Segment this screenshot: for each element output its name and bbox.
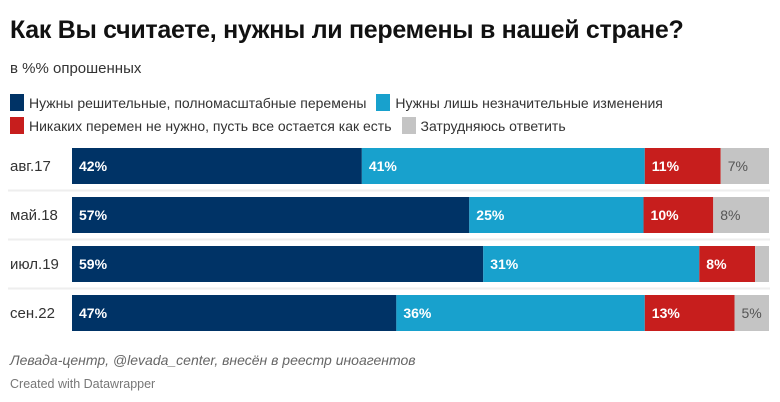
- bar-segment: [720, 148, 769, 184]
- bar-segment: [734, 295, 769, 331]
- data-label: 8%: [706, 256, 727, 272]
- chart-subtitle: в %% опрошенных: [10, 60, 142, 77]
- data-label: 36%: [403, 305, 432, 321]
- bar-segment: [469, 197, 644, 233]
- bar-segment: [72, 148, 362, 184]
- bar-segment: [699, 246, 756, 282]
- data-label: 47%: [79, 305, 108, 321]
- category-label: май.18: [10, 207, 58, 224]
- credit-note: Created with Datawrapper: [10, 377, 156, 391]
- legend-label: Нужны лишь незначительные изменения: [395, 94, 663, 111]
- data-label: 41%: [369, 158, 398, 174]
- data-label: 42%: [79, 158, 108, 174]
- bar-segment: [72, 197, 470, 233]
- legend-item: Нужны лишь незначительные изменения: [376, 91, 663, 114]
- bar-segment: [643, 197, 714, 233]
- legend-swatch: [376, 94, 391, 111]
- data-label: 5%: [741, 305, 761, 321]
- data-label: 13%: [652, 305, 681, 321]
- bar-segment: [755, 246, 769, 282]
- bar-segment: [713, 197, 769, 233]
- category-label: сен.22: [10, 305, 55, 322]
- bar-segment: [396, 295, 645, 331]
- bar-segment: [72, 295, 397, 331]
- legend-item: Затрудняюсь ответить: [401, 114, 566, 137]
- bar-segment: [361, 148, 645, 184]
- source-note: Левада-центр, @levada_center, внесён в р…: [10, 352, 416, 368]
- data-label: 57%: [79, 207, 108, 223]
- data-label: 8%: [720, 207, 740, 223]
- chart-title: Как Вы считаете, нужны ли перемены в наш…: [10, 16, 684, 44]
- legend-label: Нужны решительные, полномасштабные перем…: [29, 94, 367, 111]
- data-label: 7%: [728, 158, 748, 174]
- stacked-bar-chart: авг.17 42% 41% 11% 7% май.18 57% 25% 10% 8% июл.19…: [8, 148, 770, 331]
- data-label: 10%: [651, 207, 680, 223]
- legend-swatch: [401, 117, 416, 134]
- data-label: 11%: [652, 158, 680, 174]
- legend-item: Никаких перемен не нужно, пусть все оста…: [10, 114, 392, 137]
- legend-swatch: [10, 94, 24, 111]
- data-label: 31%: [490, 256, 519, 272]
- data-label: 59%: [79, 256, 108, 272]
- category-label: авг.17: [10, 158, 51, 175]
- bar-segment: [72, 246, 484, 282]
- legend-label: Никаких перемен не нужно, пусть все оста…: [29, 117, 392, 134]
- bar-segment: [483, 246, 700, 282]
- bar-segment: [644, 148, 721, 184]
- legend: Нужны решительные, полномасштабные перем…: [10, 91, 770, 137]
- legend-swatch: [10, 117, 24, 134]
- category-label: июл.19: [10, 256, 59, 273]
- legend-item: Нужны решительные, полномасштабные перем…: [10, 91, 366, 114]
- bar-segment: [644, 295, 735, 331]
- data-label: 25%: [476, 207, 505, 223]
- legend-label: Затрудняюсь ответить: [420, 117, 566, 134]
